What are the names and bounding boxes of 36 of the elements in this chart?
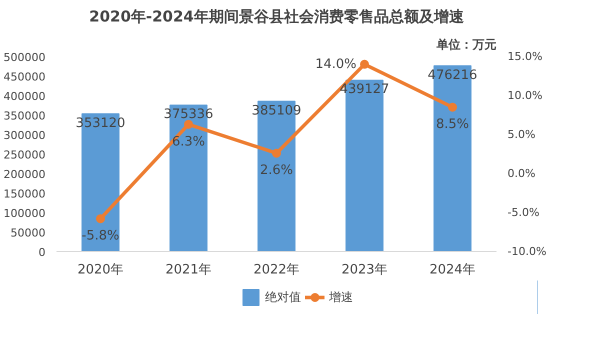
y-tick-label: 500000 — [4, 51, 46, 64]
data-label: 2.6% — [260, 163, 294, 178]
y-tick-label: 200000 — [4, 168, 46, 181]
x-tick-label: 2020年 — [77, 262, 124, 278]
data-label: 8.5% — [436, 117, 470, 132]
point — [96, 214, 105, 224]
legend-label: 绝对值 — [265, 288, 301, 306]
data-label: 14.0% — [315, 56, 357, 72]
y-tick-label: 450000 — [4, 70, 46, 84]
data-label: 6.3% — [172, 134, 206, 150]
point — [360, 60, 369, 69]
point — [448, 102, 457, 112]
x-tick-label: 2021年 — [165, 262, 212, 278]
y-tick-label: 50000 — [10, 226, 46, 240]
x-tick-label: 2024年 — [429, 262, 476, 278]
x-tick-label: 2022年 — [253, 262, 300, 278]
text: 单位：万元 — [436, 38, 496, 52]
y2-tick-label: 0.0% — [508, 167, 536, 180]
x-tick-label: 2023年 — [341, 262, 388, 278]
y2-tick-label: 10.0% — [508, 89, 542, 102]
data-label: -5.8% — [82, 228, 120, 244]
y-tick-label: 300000 — [4, 129, 46, 142]
chart-title: 2020年-2024年期间景谷县社会消费零售品总额及增速 — [89, 8, 465, 26]
y-tick-label: 400000 — [4, 90, 46, 103]
y-tick-label: 100000 — [4, 207, 46, 220]
point — [272, 148, 281, 158]
y2-tick-label: -5.0% — [508, 206, 540, 219]
y2-tick-label: 15.0% — [508, 50, 542, 63]
y-tick-label: 0 — [38, 246, 46, 259]
y-tick-label: 150000 — [4, 188, 46, 200]
legend-label: 增速 — [329, 288, 353, 306]
y-tick-label: 350000 — [4, 110, 46, 122]
point — [184, 120, 193, 129]
y2-tick-label: 5.0% — [508, 128, 536, 141]
y2-tick-label: -10.0% — [508, 245, 546, 258]
y-tick-label: 250000 — [4, 148, 46, 162]
